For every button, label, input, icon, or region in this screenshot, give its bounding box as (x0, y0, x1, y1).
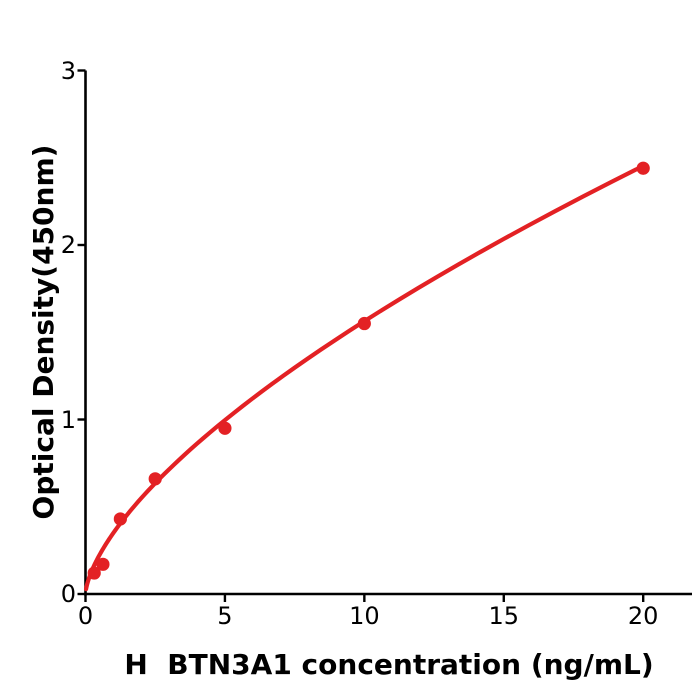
data-point (357, 316, 371, 331)
data-point (636, 161, 650, 175)
y-axis-title: Optical Density(450nm) (27, 144, 60, 520)
x-axis-title: H BTN3A1 concentration (ng/mL) (124, 648, 654, 681)
y-tick-label: 2 (60, 231, 76, 259)
x-tick-label: 0 (77, 602, 94, 630)
data-point (218, 421, 232, 435)
fit-curve (83, 163, 646, 592)
x-tick-label: 10 (349, 602, 380, 630)
y-tick-label: 3 (60, 56, 76, 85)
x-tick-label: 20 (627, 602, 659, 630)
data-point (96, 557, 110, 571)
y-tick-label: 1 (60, 405, 76, 434)
x-tick-label: 15 (488, 602, 520, 630)
data-point (113, 512, 127, 526)
y-tick-label: 0 (60, 580, 76, 608)
data-point (87, 566, 101, 580)
data-point (148, 472, 162, 486)
x-tick-label: 5 (217, 602, 233, 630)
